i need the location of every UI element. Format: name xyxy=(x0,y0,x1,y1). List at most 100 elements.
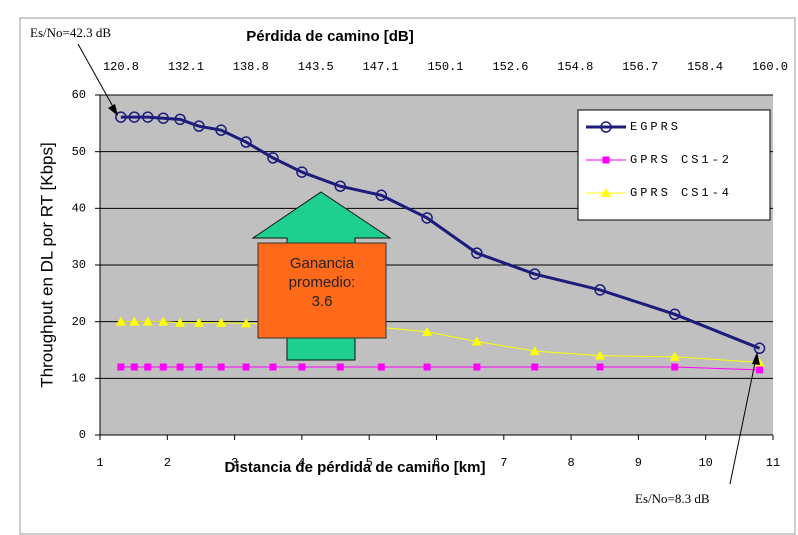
marker xyxy=(269,363,277,371)
marker xyxy=(175,317,186,327)
marker xyxy=(217,363,225,371)
top-tick-label: 143.5 xyxy=(298,60,334,74)
marker xyxy=(216,317,227,327)
marker xyxy=(195,363,203,371)
marker xyxy=(159,363,167,371)
marker xyxy=(423,363,431,371)
marker xyxy=(529,346,540,356)
x-tick-label: 1 xyxy=(96,456,103,470)
x-tick-label: 10 xyxy=(698,456,712,470)
top-tick-label: 120.8 xyxy=(103,60,139,74)
marker xyxy=(115,316,126,326)
overlay xyxy=(115,111,766,355)
marker xyxy=(421,212,433,224)
marker xyxy=(600,121,612,133)
x-tick-label: 11 xyxy=(766,456,780,470)
marker xyxy=(753,342,766,355)
annotation: Es/No=8.3 dB xyxy=(635,491,710,506)
series-line xyxy=(120,115,761,350)
gain-text: 3.6 xyxy=(312,293,333,310)
marker xyxy=(193,317,204,327)
marker xyxy=(471,247,483,259)
marker xyxy=(529,268,541,280)
marker xyxy=(130,363,138,371)
marker xyxy=(375,189,388,202)
marker xyxy=(128,111,141,123)
marker xyxy=(193,120,205,132)
marker xyxy=(241,318,252,328)
legend-label: GPRS CS1-4 xyxy=(630,186,732,200)
marker xyxy=(115,111,127,123)
marker xyxy=(240,136,252,148)
x-tick-label: 9 xyxy=(635,456,642,470)
marker xyxy=(117,363,125,371)
x-tick-label: 3 xyxy=(231,456,238,470)
top-axis-title: Pérdida de camino [dB] xyxy=(246,28,414,45)
marker xyxy=(422,326,433,336)
top-tick-label: 132.1 xyxy=(168,60,204,74)
top-tick-label: 152.6 xyxy=(492,60,528,74)
marker xyxy=(595,350,606,360)
marker xyxy=(756,366,764,374)
marker xyxy=(144,363,152,371)
marker xyxy=(242,363,250,371)
marker xyxy=(596,363,604,371)
annotation-arrowhead xyxy=(752,352,760,365)
marker xyxy=(668,308,681,321)
marker xyxy=(215,124,227,136)
gain-text: Ganancia xyxy=(290,255,355,272)
y-tick-label: 0 xyxy=(79,428,86,442)
y-tick-label: 50 xyxy=(72,145,86,159)
marker xyxy=(129,316,140,326)
gain-box xyxy=(257,242,387,339)
marker xyxy=(473,363,481,371)
top-tick-label: 160.0 xyxy=(752,60,788,74)
y-tick-label: 10 xyxy=(72,372,86,386)
x-tick-label: 7 xyxy=(500,456,507,470)
top-tick-label: 158.4 xyxy=(687,60,723,74)
y-axis-title: Throughput en DL por RT [Kbps] xyxy=(37,142,56,387)
marker xyxy=(594,284,606,296)
y-tick-label: 60 xyxy=(72,88,86,102)
legend-label: EGPRS xyxy=(630,120,681,134)
marker xyxy=(176,363,184,371)
annotation-arrow xyxy=(729,357,757,485)
x-axis-title: Distancia de pérdida de camino [km] xyxy=(225,459,486,476)
marker xyxy=(267,152,279,164)
marker xyxy=(296,166,308,178)
marker xyxy=(669,351,680,361)
marker xyxy=(471,336,482,346)
x-tick-label: 6 xyxy=(433,456,440,470)
x-tick-label: 4 xyxy=(298,456,305,470)
y-tick-label: 40 xyxy=(72,202,86,216)
marker xyxy=(158,316,169,326)
marker xyxy=(174,113,186,126)
top-tick-label: 138.8 xyxy=(233,60,269,74)
top-tick-label: 154.8 xyxy=(557,60,593,74)
x-tick-label: 2 xyxy=(164,456,171,470)
x-tick-label: 5 xyxy=(366,456,373,470)
top-tick-label: 150.1 xyxy=(427,60,463,74)
y-tick-label: 30 xyxy=(72,258,86,272)
marker xyxy=(157,112,170,124)
marker xyxy=(377,363,385,371)
legend-label: GPRS CS1-2 xyxy=(630,153,732,167)
marker xyxy=(142,316,153,326)
annotation: Es/No=42.3 dB xyxy=(30,25,111,40)
x-tick-label: 8 xyxy=(567,456,574,470)
marker xyxy=(531,363,539,371)
marker xyxy=(142,111,154,123)
annotation-arrowhead xyxy=(108,104,118,116)
marker xyxy=(334,180,347,192)
y-tick-label: 20 xyxy=(72,315,86,329)
annotation-arrow xyxy=(77,43,117,113)
top-tick-label: 156.7 xyxy=(622,60,658,74)
gain-text: promedio: xyxy=(289,274,356,291)
marker xyxy=(671,363,679,371)
marker xyxy=(298,363,306,371)
marker xyxy=(336,363,344,371)
marker xyxy=(601,188,611,197)
marker xyxy=(602,156,610,164)
top-tick-label: 147.1 xyxy=(363,60,399,74)
